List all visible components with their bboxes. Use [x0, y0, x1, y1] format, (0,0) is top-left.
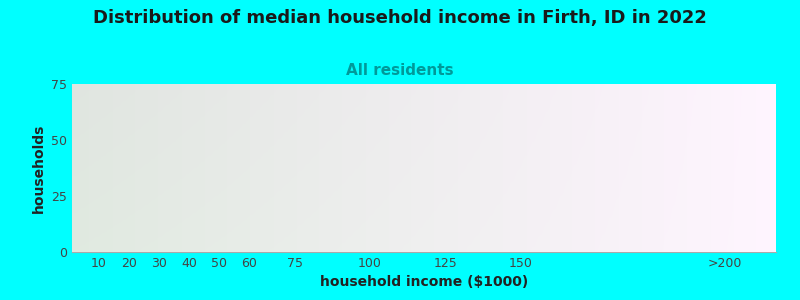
Text: Distribution of median household income in Firth, ID in 2022: Distribution of median household income … [93, 9, 707, 27]
Bar [238, 223, 262, 252]
Y-axis label: households: households [31, 123, 46, 213]
Bar [178, 230, 202, 252]
Bar [87, 207, 111, 252]
Bar [482, 214, 558, 252]
Bar [207, 232, 231, 252]
Bar [117, 216, 141, 252]
Bar [147, 223, 171, 252]
X-axis label: household income ($1000): household income ($1000) [320, 275, 528, 290]
Bar [308, 124, 383, 252]
Bar [412, 225, 478, 252]
Text: All residents: All residents [346, 63, 454, 78]
Text: City-Data.com: City-Data.com [635, 92, 735, 105]
Bar [707, 245, 743, 252]
Bar [279, 216, 310, 252]
